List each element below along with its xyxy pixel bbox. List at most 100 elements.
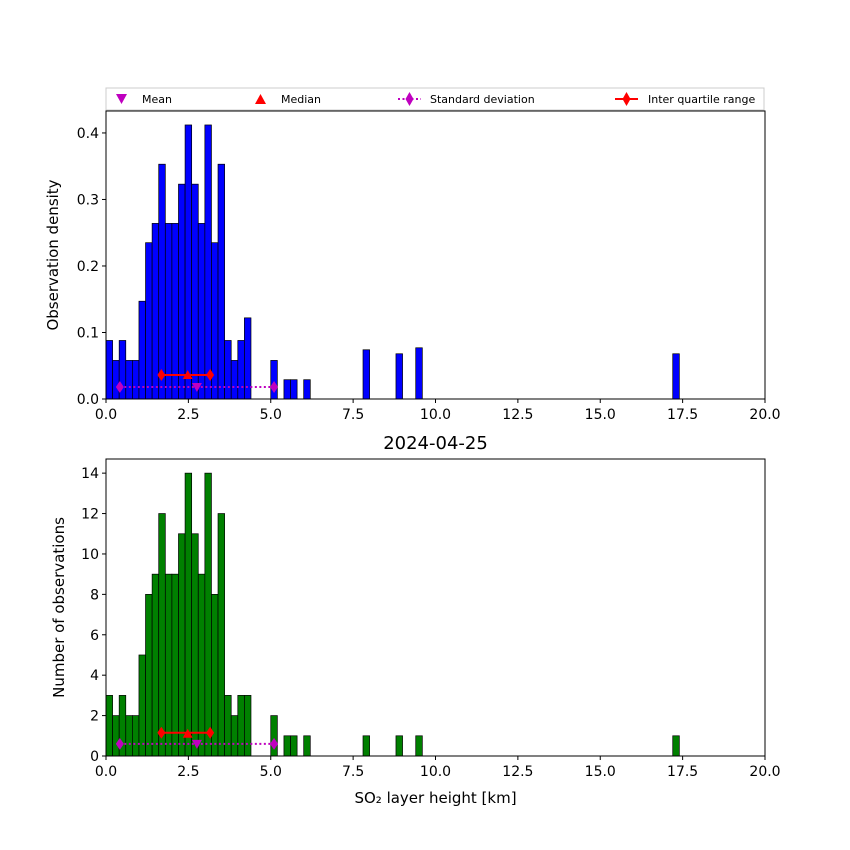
histogram-bar (303, 379, 311, 400)
x-tick-label: 20.0 (749, 407, 780, 423)
histogram-bar (158, 163, 166, 400)
median-marker-icon (255, 94, 266, 104)
histogram-bar (184, 124, 193, 400)
median-marker (182, 728, 193, 738)
histogram-bar (112, 715, 120, 757)
y-tick-label: 0.2 (77, 259, 99, 275)
x-axis: 0.0 2.5 5.0 7.5 10.0 12.5 15.0 17.5 20.0 (95, 399, 781, 423)
legend-frame (105, 87, 765, 111)
histogram-bar (171, 223, 179, 400)
histogram-bar (151, 223, 160, 400)
histogram-bar (362, 735, 370, 757)
y-tick-label: 12 (81, 507, 99, 523)
count-histogram-panel: 0.0 2.5 5.0 7.5 10.0 12.5 15.0 17.5 20.0 0 2 4 6 8 10 1… (50, 433, 781, 807)
histogram-bar (105, 340, 113, 400)
x-tick-label: 12.5 (502, 407, 533, 423)
legend-item-iqr: Inter quartile range (615, 92, 755, 106)
legend-item-mean: Mean (116, 93, 172, 106)
x-tick-label: 15.0 (585, 764, 616, 780)
histogram-bars (105, 124, 680, 400)
histogram-bar (164, 223, 173, 400)
histogram-bar (237, 340, 245, 400)
histogram-bar (224, 340, 232, 400)
x-tick-label: 2.5 (177, 764, 199, 780)
legend-item-median: Median (255, 93, 321, 106)
histogram-bar (415, 347, 423, 400)
histogram-bar (145, 242, 153, 400)
std-marker (270, 381, 279, 394)
histogram-bar (244, 695, 252, 757)
histogram-bar (197, 573, 206, 757)
iqr-marker (206, 369, 215, 382)
histogram-bar (125, 715, 133, 757)
histogram-bar (217, 513, 225, 757)
histogram-bar (178, 533, 186, 757)
y-tick-label: 8 (90, 587, 99, 603)
x-tick-label: 12.5 (502, 764, 533, 780)
legend-item-std: Standard deviation (398, 92, 535, 106)
y-tick-label: 4 (90, 668, 99, 684)
histogram-bar (204, 472, 212, 757)
iqr-marker-icon (622, 92, 631, 106)
histogram-bar (672, 353, 680, 400)
statistics-markers (115, 369, 279, 394)
legend-label-mean: Mean (142, 93, 172, 106)
y-tick-label: 0 (90, 749, 99, 765)
histogram-bar (230, 360, 239, 400)
x-tick-label: 5.0 (260, 407, 282, 423)
histogram-bar (191, 183, 199, 400)
histogram-bar (270, 715, 278, 757)
histogram-bar (395, 353, 403, 400)
x-axis-label: SO₂ layer height [km] (354, 789, 516, 807)
histogram-bar (171, 573, 179, 757)
y-tick-label: 0.1 (77, 325, 99, 341)
y-tick-label: 2 (90, 709, 99, 725)
histogram-bar (132, 360, 140, 400)
histogram-bar (270, 360, 278, 400)
median-marker (182, 370, 193, 380)
x-tick-label: 17.5 (667, 764, 698, 780)
histogram-bar (164, 573, 173, 757)
x-tick-label: 0.0 (95, 764, 117, 780)
histogram-bar (283, 735, 291, 757)
histogram-bar (230, 715, 239, 757)
histogram-bar (105, 695, 113, 757)
y-tick-label: 10 (81, 547, 99, 563)
chart-title: 2024-04-25 (383, 433, 488, 454)
x-tick-label: 15.0 (585, 407, 616, 423)
legend-label-std: Standard deviation (430, 93, 535, 106)
legend-label-median: Median (281, 93, 321, 106)
histogram-bar (303, 735, 311, 757)
histogram-bar (672, 735, 680, 757)
x-tick-label: 2.5 (177, 407, 199, 423)
y-tick-label: 0.4 (77, 126, 99, 142)
histogram-bar (158, 513, 166, 757)
y-tick-label: 6 (90, 628, 99, 644)
histogram-bar (132, 715, 140, 757)
histogram-bar (224, 695, 232, 757)
x-tick-label: 0.0 (95, 407, 117, 423)
x-axis: 0.0 2.5 5.0 7.5 10.0 12.5 15.0 17.5 20.0 (95, 756, 781, 780)
x-tick-label: 7.5 (342, 764, 364, 780)
histogram-bar (237, 695, 245, 757)
y-axis-label: Number of observations (50, 517, 68, 698)
mean-marker (191, 383, 202, 393)
x-tick-label: 20.0 (749, 764, 780, 780)
histogram-bar (112, 360, 120, 400)
std-marker-icon (405, 92, 414, 106)
mean-marker-icon (116, 94, 127, 104)
histogram-bar (151, 573, 160, 757)
histogram-bar (138, 654, 146, 757)
mean-marker (191, 739, 202, 749)
x-tick-label: 5.0 (260, 764, 282, 780)
y-axis: 0.0 0.1 0.2 0.3 0.4 (77, 126, 106, 408)
y-tick-label: 0.0 (77, 392, 99, 408)
legend-label-iqr: Inter quartile range (648, 93, 755, 106)
y-tick-label: 0.3 (77, 192, 99, 208)
histogram-bar (415, 735, 423, 757)
x-tick-label: 17.5 (667, 407, 698, 423)
iqr-marker (206, 726, 215, 739)
std-marker (115, 381, 124, 394)
histogram-bar (125, 360, 133, 400)
